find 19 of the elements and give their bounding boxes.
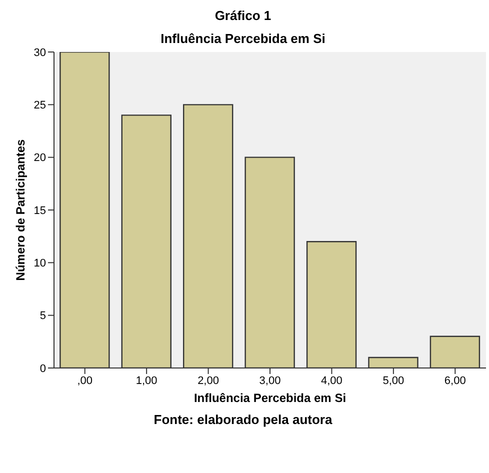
x-tick-label: 5,00	[382, 374, 404, 387]
x-axis-title: Influência Percebida em Si	[194, 391, 346, 405]
x-tick-label: 1,00	[136, 374, 158, 387]
y-tick-label: 0	[40, 362, 46, 375]
chart-title: Gráfico 1	[214, 8, 272, 23]
y-tick-label: 10	[34, 258, 46, 270]
source-note: Fonte: elaborado pela autora	[152, 412, 334, 427]
y-tick-label: 30	[34, 46, 46, 59]
y-tick-label: 25	[34, 100, 46, 112]
x-tick-label: 6,00	[444, 374, 466, 387]
chart-subtitle: Influência Percebida em Si	[160, 31, 326, 46]
x-tick-label: ,00	[77, 374, 93, 387]
y-axis-title: Número de Participantes	[13, 138, 28, 281]
y-tick-label: 20	[34, 152, 46, 164]
y-tick-label: 5	[40, 310, 46, 322]
x-tick-label: 3,00	[259, 374, 281, 387]
y-tick-label: 15	[34, 204, 46, 217]
x-tick-label: 2,00	[198, 374, 219, 387]
x-tick-label: 4,00	[321, 374, 342, 387]
